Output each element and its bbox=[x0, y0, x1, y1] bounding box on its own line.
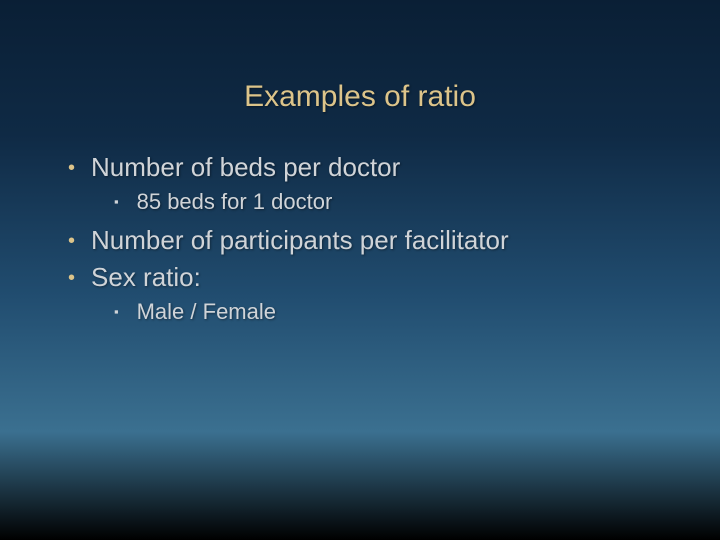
sub-bullet-item: ▪ 85 beds for 1 doctor bbox=[114, 189, 720, 215]
bullet-item: • Number of participants per facilitator bbox=[68, 225, 720, 256]
bullet-square-icon: ▪ bbox=[114, 305, 119, 318]
bullet-item: • Sex ratio: bbox=[68, 262, 720, 293]
slide: Examples of ratio • Number of beds per d… bbox=[0, 0, 720, 540]
bullet-text: Number of beds per doctor bbox=[91, 152, 400, 183]
bullet-item: • Number of beds per doctor bbox=[68, 152, 720, 183]
bullet-text: Number of participants per facilitator bbox=[91, 225, 509, 256]
slide-content: • Number of beds per doctor ▪ 85 beds fo… bbox=[0, 152, 720, 325]
bullet-dot-icon: • bbox=[68, 158, 75, 178]
sub-bullet-text: Male / Female bbox=[137, 299, 276, 325]
bullet-square-icon: ▪ bbox=[114, 195, 119, 208]
slide-title: Examples of ratio bbox=[0, 0, 720, 152]
sub-bullet-item: ▪ Male / Female bbox=[114, 299, 720, 325]
bullet-dot-icon: • bbox=[68, 231, 75, 251]
bullet-text: Sex ratio: bbox=[91, 262, 201, 293]
bullet-dot-icon: • bbox=[68, 268, 75, 288]
sub-bullet-text: 85 beds for 1 doctor bbox=[137, 189, 333, 215]
